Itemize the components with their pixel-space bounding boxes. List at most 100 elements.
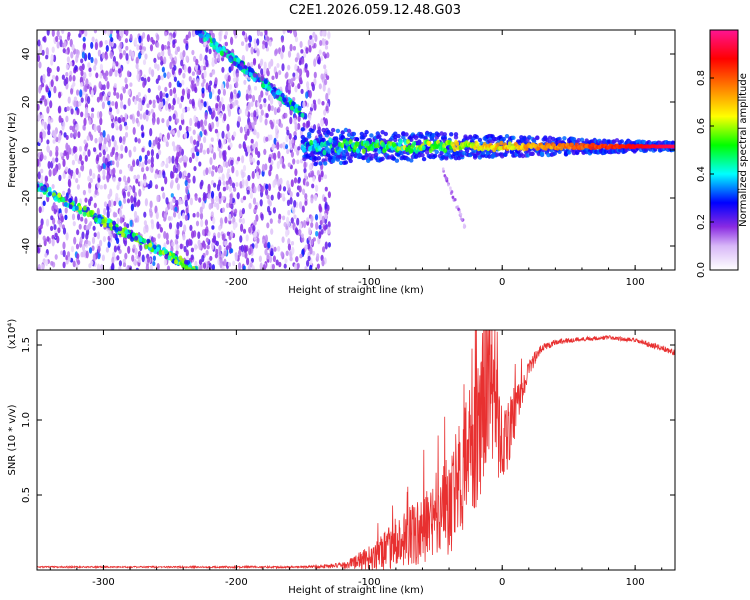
heatmap-noise-cell — [271, 143, 276, 149]
heatmap-noise-cell — [222, 88, 226, 96]
x-tick-label: -300 — [92, 277, 115, 288]
heatmap-noise-cell — [222, 180, 226, 186]
heatmap-noise-cell — [196, 211, 200, 218]
heatmap-noise-cell — [76, 107, 80, 116]
heatmap-noise-cell — [47, 117, 51, 124]
heatmap-noise-cell — [53, 85, 57, 94]
heatmap-noise-cell — [232, 260, 236, 267]
heatmap-noise-cell — [226, 123, 230, 132]
heatmap-noise-cell — [223, 113, 227, 122]
heatmap-noise-cell — [279, 143, 283, 149]
heatmap-noise-cell — [112, 233, 116, 239]
y-tick-label: 1.0 — [21, 412, 32, 428]
heatmap-noise-cell — [99, 40, 103, 48]
heatmap-noise-cell — [218, 33, 222, 42]
heatmap-noise-cell — [99, 63, 103, 71]
heatmap-noise-cell — [186, 106, 190, 112]
heatmap-carrier-halo — [464, 148, 470, 153]
heatmap-noise-cell — [113, 200, 117, 206]
heatmap-noise-cell — [317, 59, 321, 65]
heatmap-noise-cell — [138, 97, 142, 103]
heatmap-noise-cell — [323, 174, 328, 179]
heatmap-noise-cell — [113, 42, 117, 49]
heatmap-noise-cell — [327, 31, 331, 40]
heatmap-noise-cell — [247, 84, 251, 92]
heatmap-noise-cell — [165, 104, 169, 111]
heatmap-noise-cell — [56, 30, 60, 37]
heatmap-noise-cell — [311, 170, 315, 178]
heatmap-noise-cell — [222, 138, 226, 145]
heatmap-noise-cell — [310, 197, 314, 204]
heatmap-noise-cell — [187, 88, 191, 94]
heatmap-noise-cell — [110, 114, 114, 120]
heatmap-noise-cell — [251, 265, 255, 270]
heatmap-noise-cell — [83, 139, 87, 145]
heatmap-noise-cell — [154, 184, 159, 190]
heatmap-noise-cell — [197, 231, 201, 240]
heatmap-noise-cell — [253, 219, 257, 226]
heatmap-noise-cell — [201, 124, 205, 132]
heatmap-noise-cell — [55, 157, 59, 163]
heatmap-noise-cell — [125, 30, 129, 35]
heatmap-noise-cell — [59, 152, 64, 157]
heatmap-noise-cell — [205, 249, 209, 256]
heatmap-noise-cell — [46, 106, 50, 114]
heatmap-noise-cell — [152, 139, 156, 147]
heatmap-noise-cell — [102, 174, 106, 181]
heatmap-noise-cell — [133, 191, 137, 198]
heatmap-noise-cell — [241, 171, 245, 179]
heatmap-noise-cell — [37, 113, 41, 122]
heatmap-noise-cell — [156, 152, 160, 160]
heatmap-noise-cell — [114, 120, 118, 129]
heatmap-noise-cell — [112, 61, 116, 70]
heatmap-noise-cell — [148, 99, 152, 105]
heatmap-tail-cell — [451, 195, 455, 199]
heatmap-noise-cell — [173, 76, 177, 82]
heatmap-noise-cell — [115, 144, 119, 151]
heatmap-noise-cell — [312, 31, 316, 38]
heatmap-noise-cell — [195, 220, 200, 227]
heatmap-noise-cell — [99, 72, 103, 79]
heatmap-noise-cell — [308, 227, 312, 236]
heatmap-noise-cell — [176, 46, 181, 52]
heatmap-noise-cell — [248, 94, 252, 99]
heatmap-noise-cell — [45, 47, 49, 55]
heatmap-noise-cell — [237, 156, 241, 162]
heatmap-noise-cell — [203, 129, 207, 136]
heatmap-noise-cell — [199, 264, 203, 270]
heatmap-noise-cell — [152, 237, 156, 243]
heatmap-noise-cell — [133, 174, 137, 180]
heatmap-noise-cell — [38, 85, 42, 94]
heatmap-noise-cell — [72, 145, 76, 154]
heatmap-noise-cell — [53, 209, 57, 215]
heatmap-noise-cell — [224, 31, 228, 36]
heatmap-noise-cell — [211, 242, 215, 251]
heatmap-carrier-halo — [504, 134, 510, 139]
heatmap-noise-cell — [47, 72, 51, 77]
heatmap-noise-cell — [209, 143, 213, 152]
heatmap-noise-cell — [250, 101, 254, 107]
heatmap-ridge-cell — [187, 267, 192, 270]
heatmap-carrier-halo — [614, 138, 620, 143]
heatmap-noise-cell — [285, 71, 289, 78]
heatmap-noise-cell — [191, 152, 195, 159]
heatmap-noise-cell — [296, 192, 300, 197]
colorbar-ticks: 0.0 0.2 0.4 0.6 0.8 — [696, 70, 714, 278]
heatmap-noise-cell — [154, 172, 158, 180]
heatmap-noise-cell — [171, 198, 175, 204]
heatmap-noise-cell — [56, 66, 60, 72]
heatmap-noise-cell — [306, 260, 310, 267]
heatmap-noise-cell — [310, 222, 314, 228]
heatmap-carrier-halo — [374, 152, 379, 157]
heatmap-noise-cell — [146, 256, 151, 263]
heatmap-noise-cell — [250, 61, 254, 68]
heatmap-carrier-halo — [425, 150, 430, 155]
heatmap-noise-cell — [51, 238, 55, 247]
heatmap-noise-cell — [176, 228, 180, 236]
heatmap-carrier-halo — [380, 156, 385, 161]
heatmap-noise-cell — [180, 113, 184, 121]
heatmap-noise-cell — [60, 215, 64, 223]
heatmap-noise-cell — [287, 243, 291, 251]
heatmap-noise-cell — [142, 81, 146, 88]
heatmap-noise-cell — [233, 89, 237, 95]
